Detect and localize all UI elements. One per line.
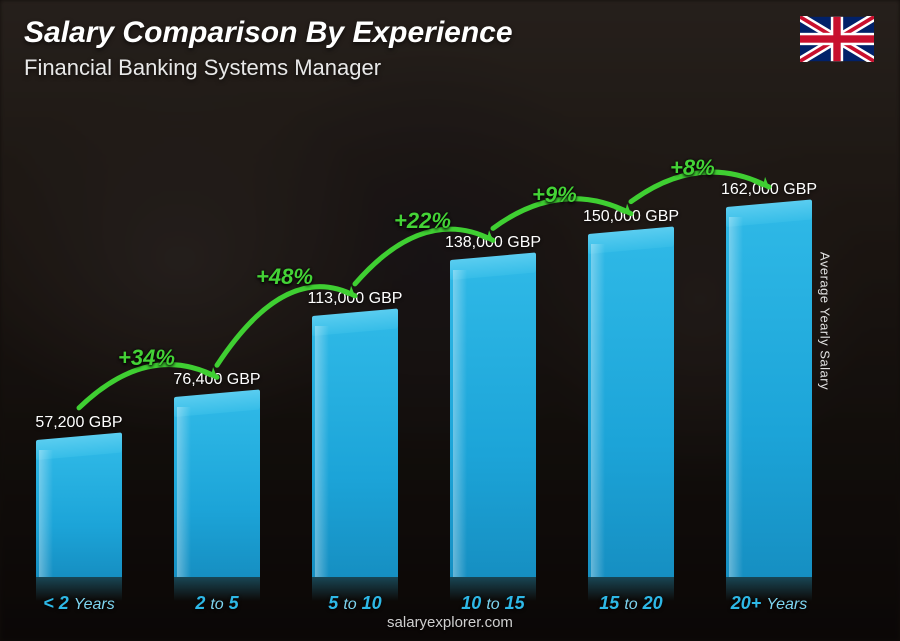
bar-x-label: < 2 Years (43, 593, 114, 614)
footer-source: salaryexplorer.com (0, 614, 900, 631)
bar-x-label: 2 to 5 (195, 593, 238, 614)
bar-x-label: 20+ Years (731, 593, 807, 614)
uk-flag-icon (800, 16, 874, 62)
chart-title: Salary Comparison By Experience (24, 16, 513, 50)
increase-arrow-icon (30, 120, 850, 577)
percent-increase-label: +8% (670, 155, 715, 181)
bar-x-label: 5 to 10 (328, 593, 381, 614)
content-layer: Salary Comparison By Experience Financia… (0, 0, 900, 641)
bar-x-label: 15 to 20 (599, 593, 662, 614)
bar-chart: 57,200 GBP< 2 Years76,400 GBP2 to 5+34%1… (30, 120, 850, 577)
bar-x-label: 10 to 15 (461, 593, 524, 614)
chart-subtitle: Financial Banking Systems Manager (24, 55, 381, 81)
